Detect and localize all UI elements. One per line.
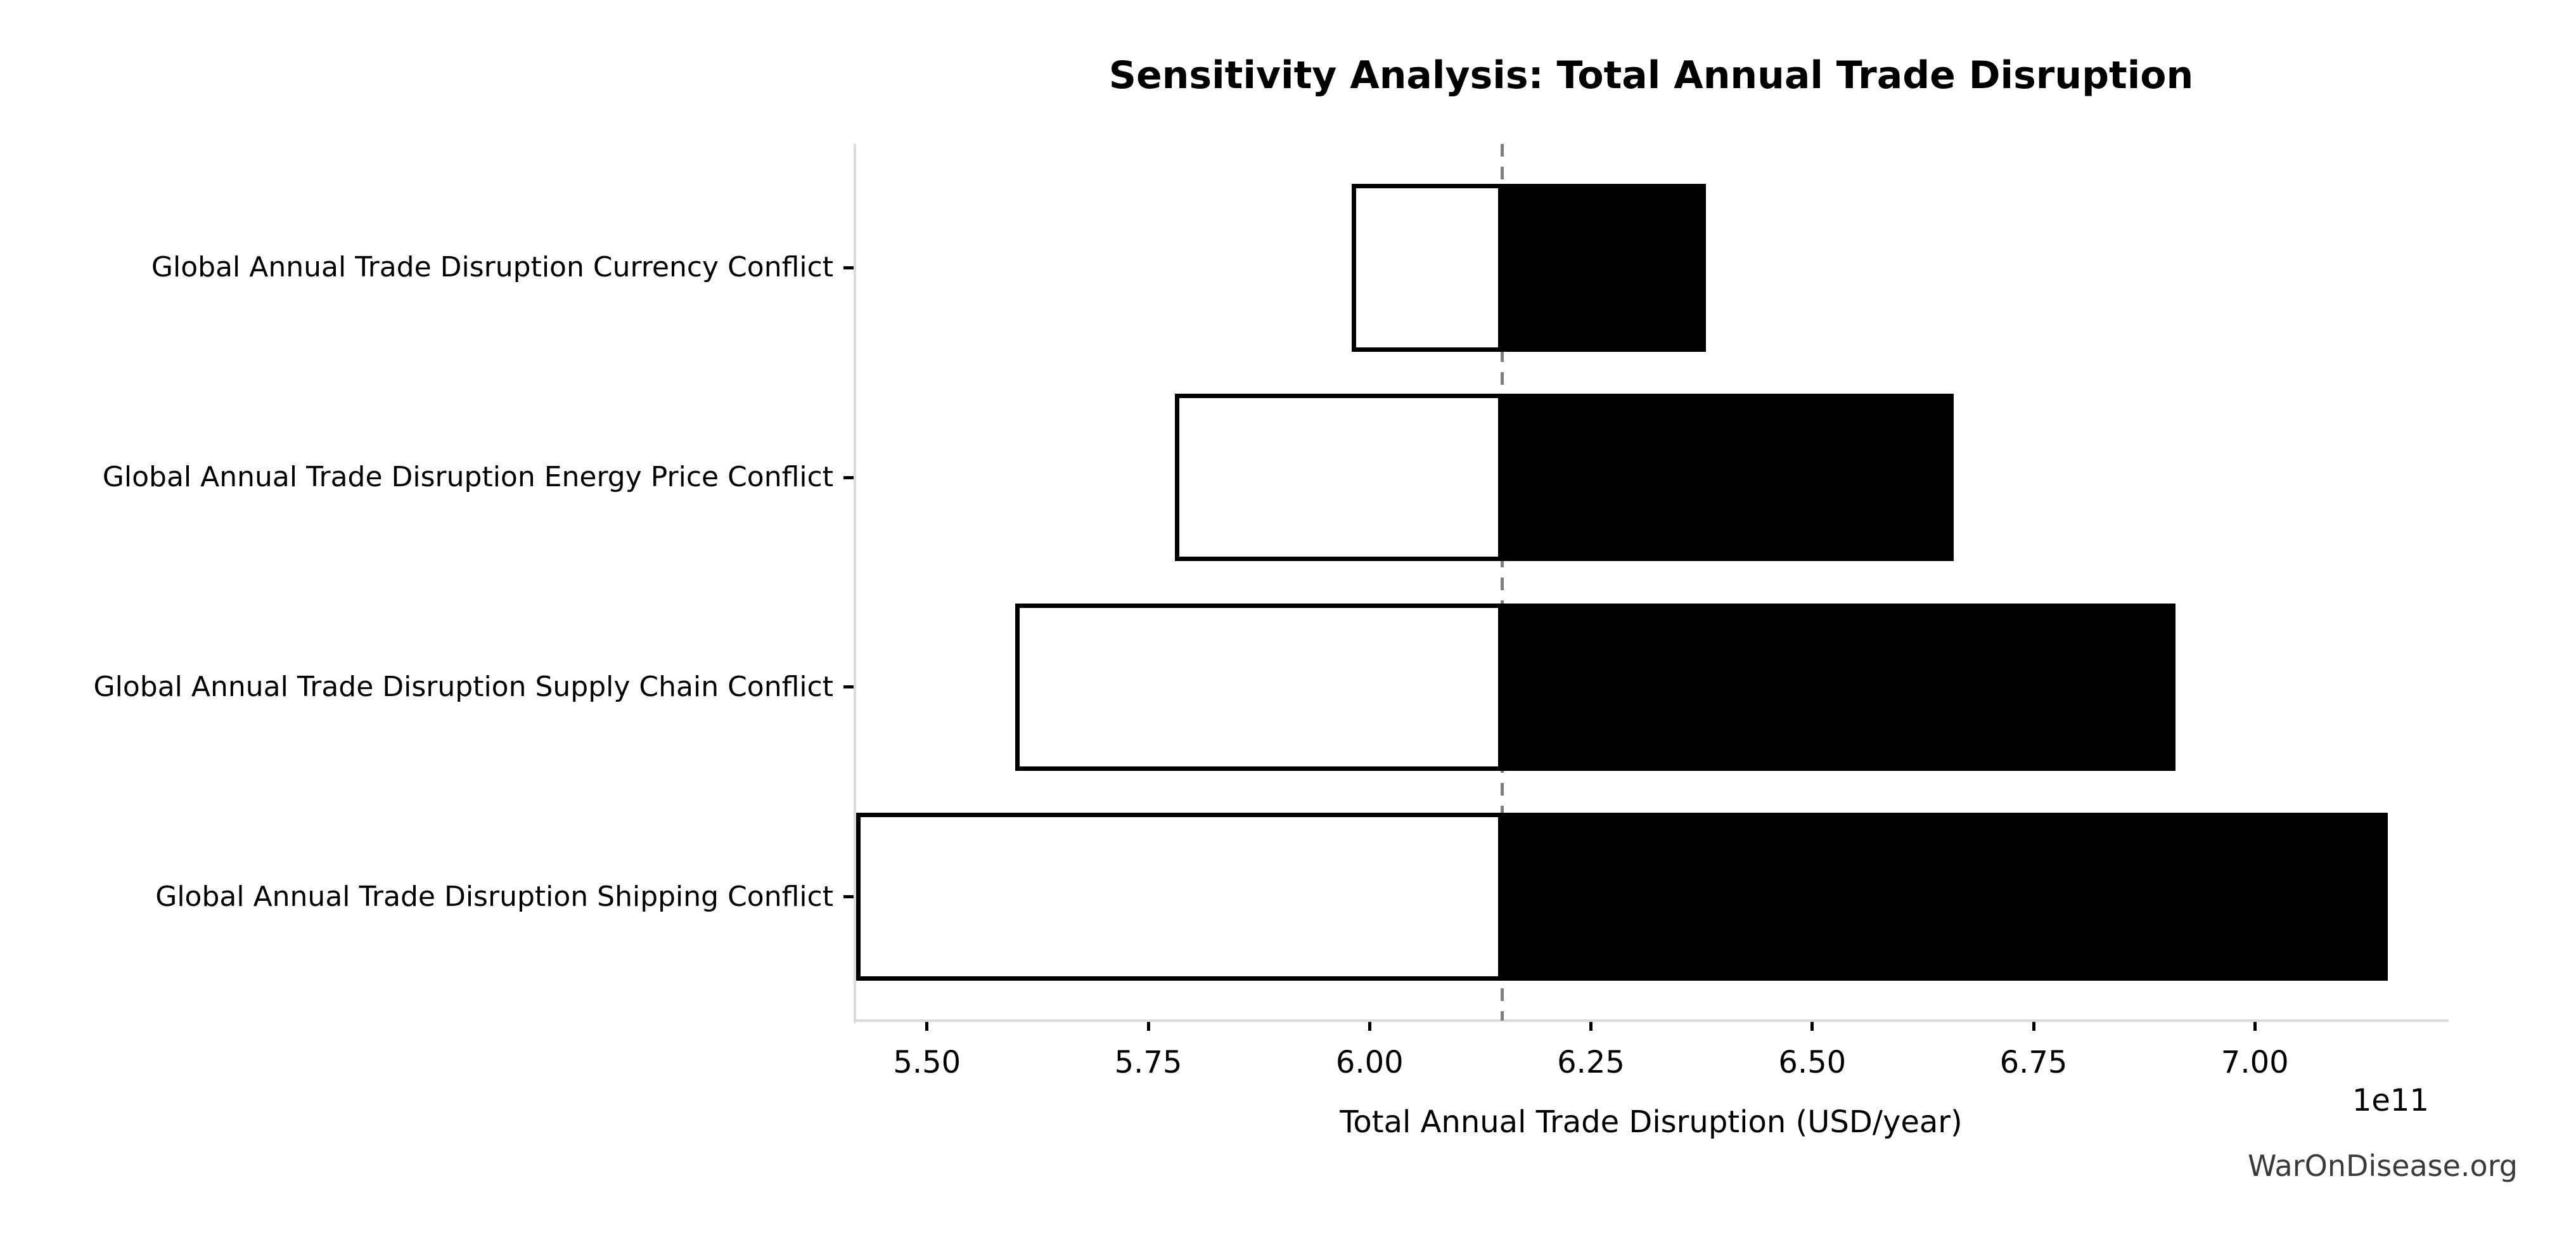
x-tick-5	[2032, 1022, 2035, 1031]
bar-low-0	[1352, 183, 1503, 352]
bar-low-1	[1174, 393, 1503, 562]
bar-low-2	[1015, 603, 1503, 772]
x-tick-3	[1589, 1022, 1592, 1031]
chart-title: Sensitivity Analysis: Total Annual Trade…	[1108, 53, 2194, 98]
x-tick-label-1: 5.75	[1114, 1045, 1182, 1080]
y-tick-1	[843, 475, 854, 479]
bar-low-3	[856, 813, 1503, 981]
bar-high-2	[1502, 603, 2176, 772]
x-tick-label-5: 6.75	[1999, 1045, 2068, 1080]
x-tick-1	[1146, 1022, 1150, 1031]
watermark: WarOnDisease.org	[2248, 1149, 2518, 1183]
x-tick-label-0: 5.50	[893, 1045, 961, 1080]
x-tick-label-3: 6.25	[1557, 1045, 1625, 1080]
bar-high-1	[1502, 393, 1954, 562]
x-tick-0	[925, 1022, 929, 1031]
x-tick-label-2: 6.00	[1335, 1045, 1404, 1080]
bar-high-3	[1502, 813, 2388, 981]
x-tick-6	[2253, 1022, 2257, 1031]
x-tick-label-6: 7.00	[2220, 1045, 2289, 1080]
x-tick-4	[1810, 1022, 1814, 1031]
bar-high-0	[1502, 183, 1707, 352]
axis-offset-label: 1e11	[2352, 1083, 2429, 1118]
y-axis-category-label-0: Global Annual Trade Disruption Currency …	[151, 251, 833, 284]
y-axis-category-label-2: Global Annual Trade Disruption Supply Ch…	[93, 670, 833, 703]
y-tick-0	[843, 266, 854, 269]
y-axis-spine	[854, 144, 856, 1023]
y-axis-category-label-3: Global Annual Trade Disruption Shipping …	[155, 880, 833, 913]
y-axis-category-label-1: Global Annual Trade Disruption Energy Pr…	[102, 461, 833, 494]
x-axis-spine	[854, 1019, 2449, 1022]
y-tick-3	[843, 895, 854, 899]
base-value-dashed-line	[1501, 144, 1504, 1021]
x-tick-label-4: 6.50	[1778, 1045, 1847, 1080]
x-axis-label: Total Annual Trade Disruption (USD/year)	[1340, 1104, 1963, 1140]
x-tick-2	[1368, 1022, 1371, 1031]
y-tick-2	[843, 685, 854, 689]
